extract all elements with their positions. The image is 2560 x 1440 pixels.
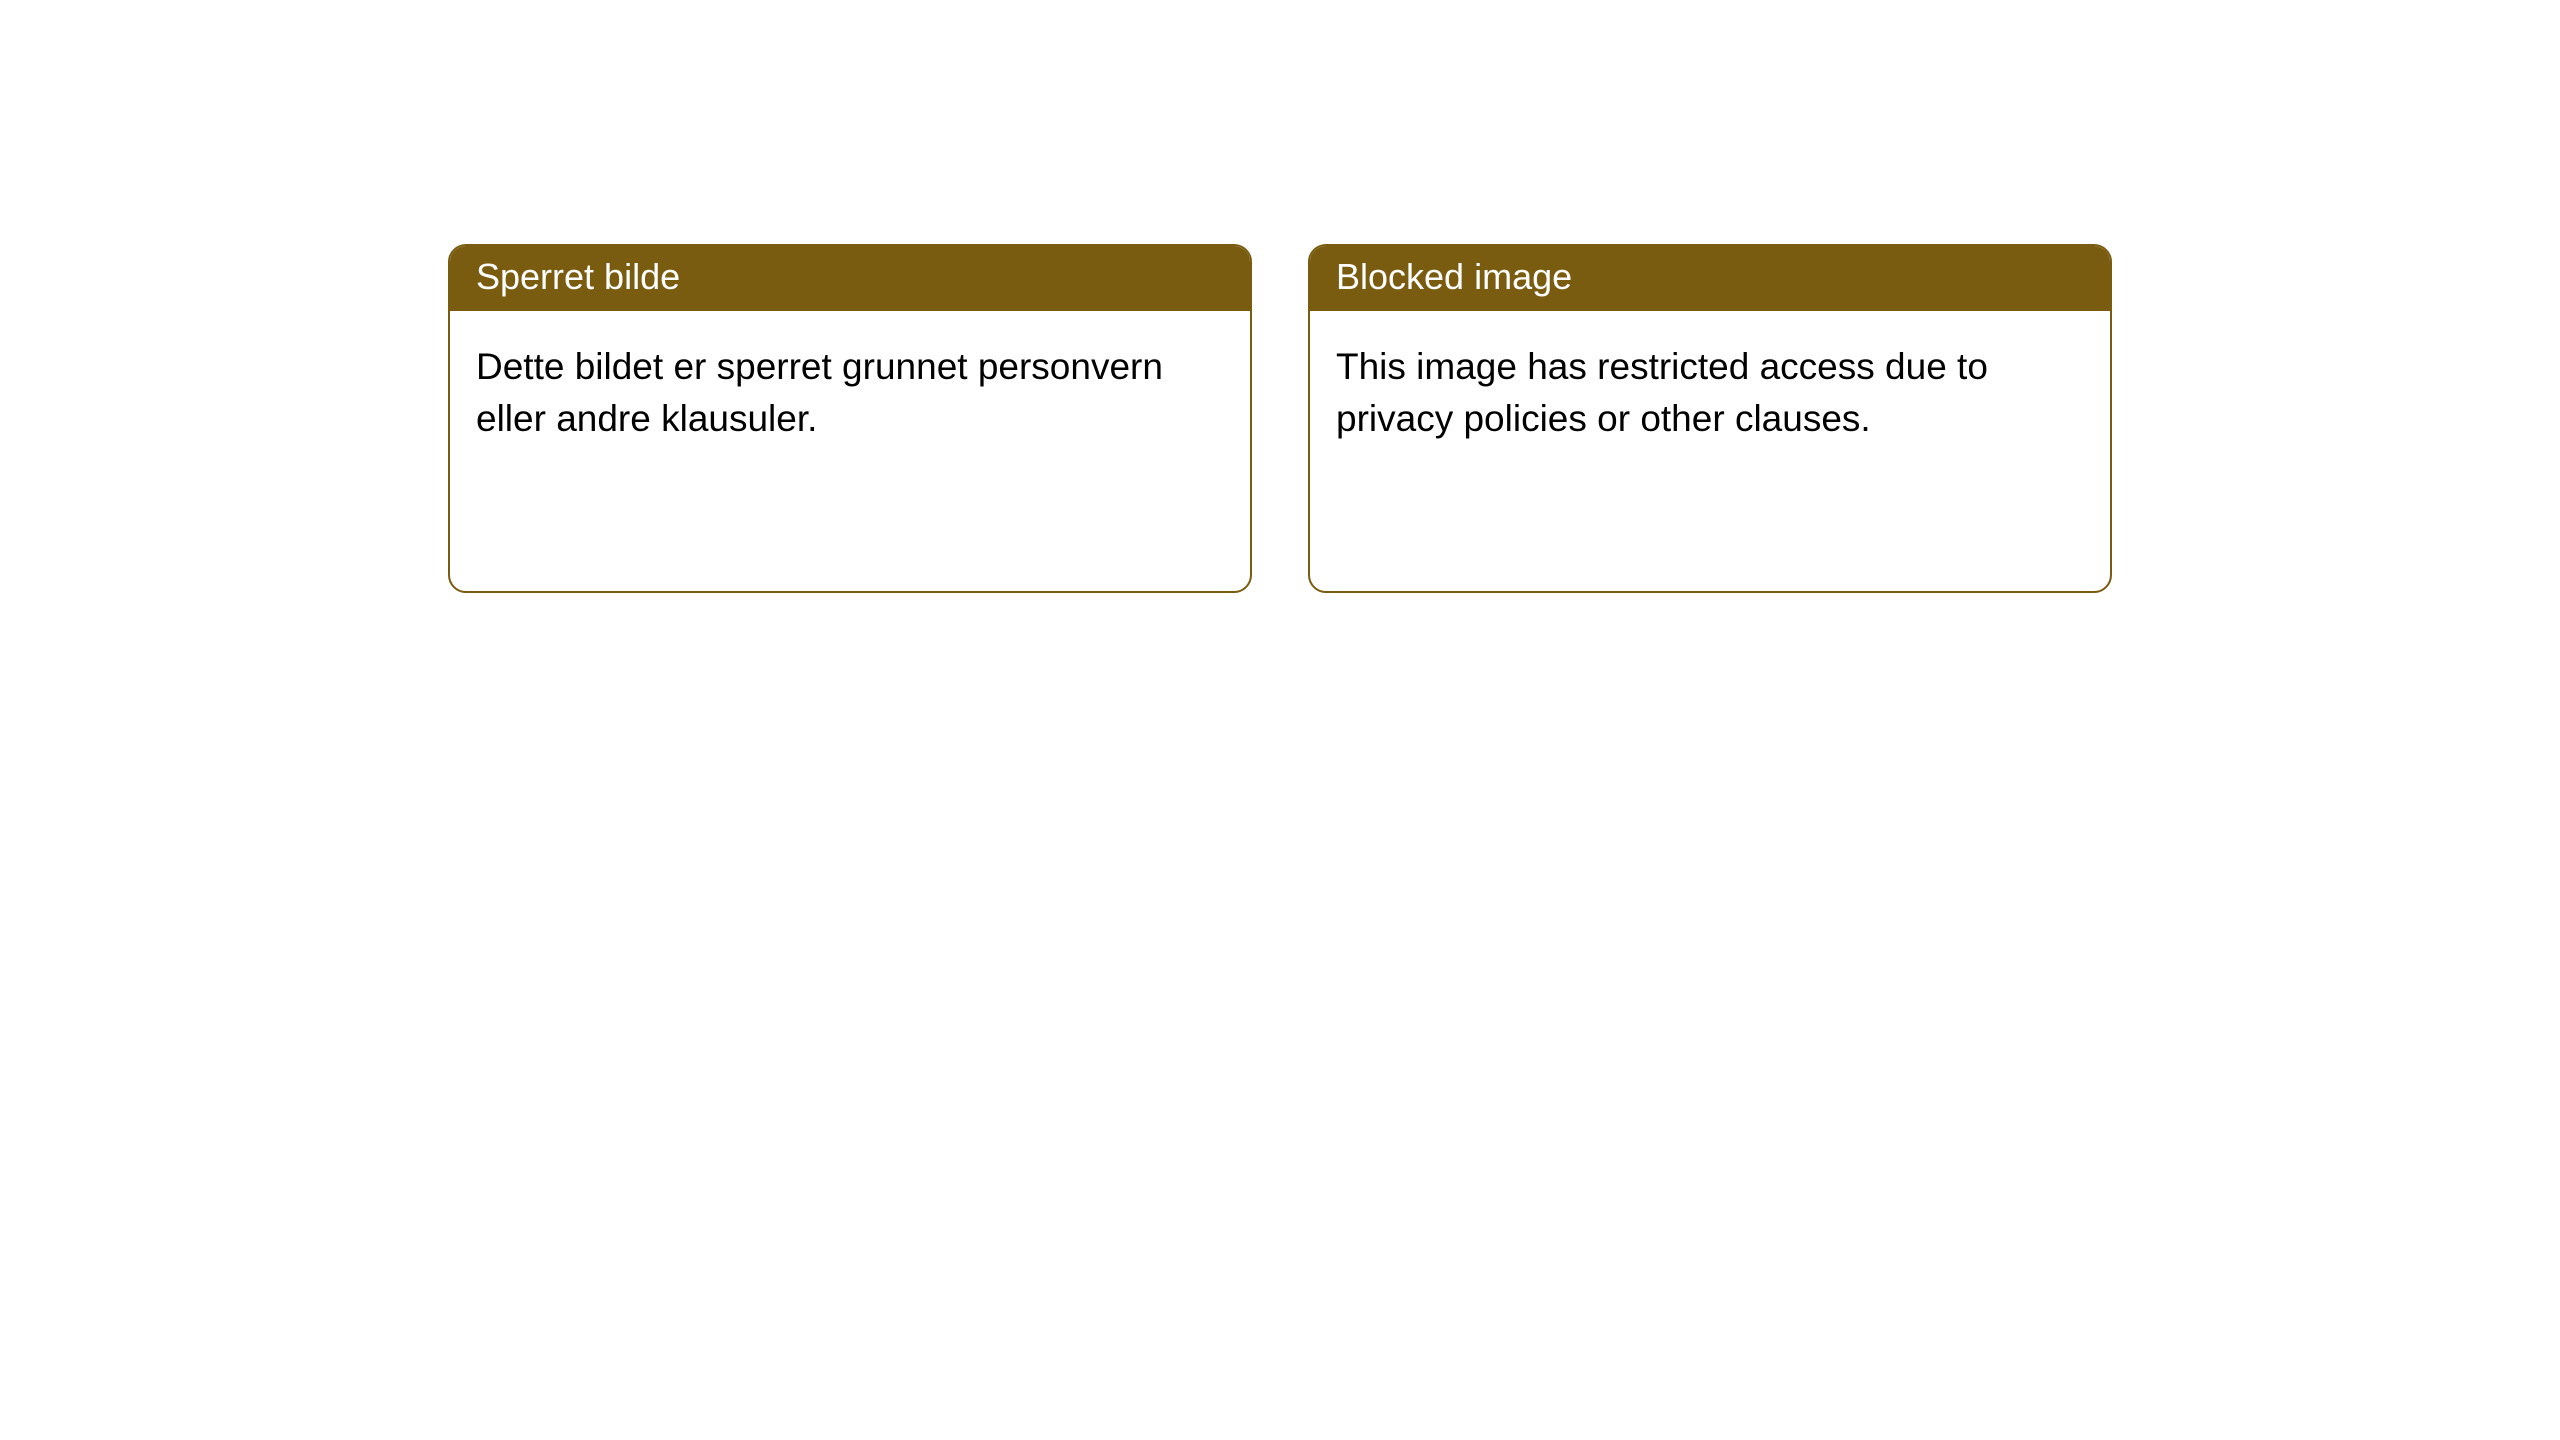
- notice-body-english: This image has restricted access due to …: [1310, 311, 2110, 591]
- notice-card-norwegian: Sperret bilde Dette bildet er sperret gr…: [448, 244, 1252, 593]
- notice-header-norwegian: Sperret bilde: [450, 246, 1250, 311]
- notice-container: Sperret bilde Dette bildet er sperret gr…: [0, 0, 2560, 593]
- notice-card-english: Blocked image This image has restricted …: [1308, 244, 2112, 593]
- notice-header-english: Blocked image: [1310, 246, 2110, 311]
- notice-body-norwegian: Dette bildet er sperret grunnet personve…: [450, 311, 1250, 591]
